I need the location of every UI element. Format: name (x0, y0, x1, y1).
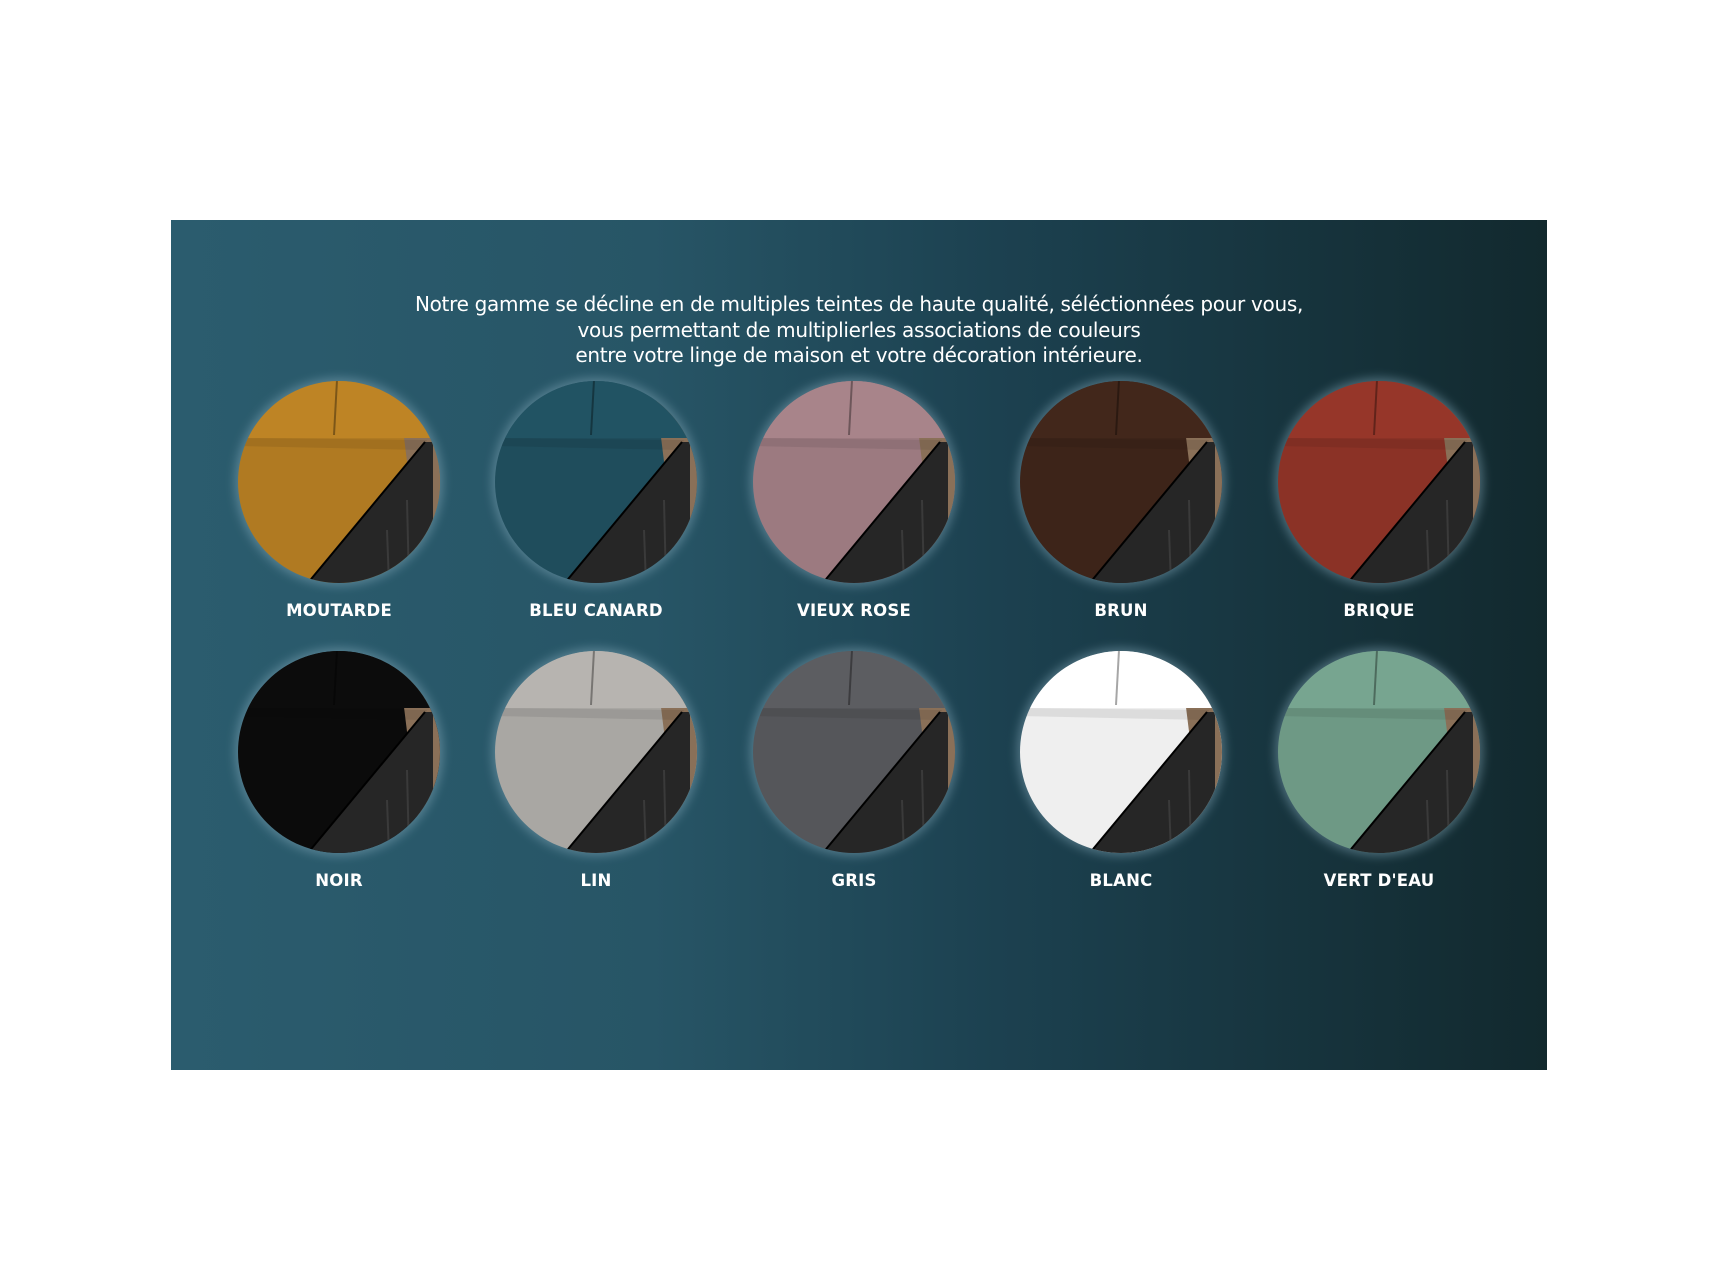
color-name: BRIQUE (1343, 601, 1415, 620)
sheet-fold-shadow (495, 708, 684, 720)
color-swatch-blanc[interactable]: BLANC (991, 648, 1251, 910)
mattress-side (1347, 442, 1473, 583)
sheet-fold-shadow (1278, 708, 1467, 720)
color-swatch-bleu-canard[interactable]: BLEU CANARD (466, 378, 726, 640)
color-swatch-brique[interactable]: BRIQUE (1249, 378, 1509, 640)
color-name: VERT D'EAU (1323, 871, 1435, 890)
sheet-fold-shadow (1278, 438, 1467, 450)
bed-sheet-image (492, 648, 700, 856)
pillow-seam (590, 651, 595, 706)
pillow-seam (1373, 381, 1378, 436)
color-name: BRUN (1094, 601, 1148, 620)
mattress-edge (821, 711, 941, 853)
mattress-edge (1088, 711, 1208, 853)
color-swatch-vieux-rose[interactable]: VIEUX ROSE (724, 378, 984, 640)
sheet-fold-shadow (238, 438, 427, 450)
color-name: NOIR (315, 871, 363, 890)
color-swatch-vert-d-eau[interactable]: VERT D'EAU (1249, 648, 1509, 910)
mattress-edge (1346, 711, 1466, 853)
mattress-side (822, 442, 948, 583)
bed-sheet-image (492, 378, 700, 586)
color-name: BLEU CANARD (529, 601, 663, 620)
mattress-edge (821, 441, 941, 583)
bed-sheet-image (1275, 648, 1483, 856)
mattress-side (307, 442, 433, 583)
intro-line: entre votre linge de maison et votre déc… (575, 343, 1143, 367)
bed-sheet-image (1017, 378, 1225, 586)
color-swatch-brun[interactable]: BRUN (991, 378, 1251, 640)
color-swatch-moutarde[interactable]: MOUTARDE (209, 378, 469, 640)
pillow-seam (590, 381, 595, 436)
mattress-edge (1346, 441, 1466, 583)
bed-sheet-image (235, 648, 443, 856)
mattress-side (307, 712, 433, 853)
intro-line: Notre gamme se décline en de multiples t… (414, 292, 1304, 316)
bed-sheet-image (750, 378, 958, 586)
mattress-side (1089, 712, 1215, 853)
pillow-seam (848, 651, 853, 706)
sheet-fold-shadow (1020, 708, 1209, 720)
bed-sheet-image (235, 378, 443, 586)
color-name: MOUTARDE (286, 601, 392, 620)
sheet-fold-shadow (238, 708, 427, 720)
intro-text: Notre gamme se décline en de multiples t… (171, 292, 1547, 369)
mattress-side (1347, 712, 1473, 853)
mattress-side (822, 712, 948, 853)
color-swatch-lin[interactable]: LIN (466, 648, 726, 910)
color-name: VIEUX ROSE (797, 601, 911, 620)
mattress-edge (306, 441, 426, 583)
color-name: BLANC (1089, 871, 1153, 890)
sheet-fold-shadow (753, 708, 942, 720)
bed-sheet-image (750, 648, 958, 856)
mattress-edge (306, 711, 426, 853)
pillow-seam (1373, 651, 1378, 706)
intro-line: vous permettant de multiplierles associa… (577, 317, 1141, 342)
sheet-fold-shadow (1020, 438, 1209, 450)
pillow-seam (1115, 381, 1120, 436)
color-swatch-noir[interactable]: NOIR (209, 648, 469, 910)
bed-sheet-image (1017, 648, 1225, 856)
sheet-fold-shadow (753, 438, 942, 450)
color-name: GRIS (831, 871, 877, 890)
pillow-seam (333, 381, 338, 436)
mattress-edge (563, 441, 683, 583)
color-swatch-gris[interactable]: GRIS (724, 648, 984, 910)
bed-sheet-image (1275, 378, 1483, 586)
mattress-edge (1088, 441, 1208, 583)
mattress-side (564, 712, 690, 853)
pillow-seam (1115, 651, 1120, 706)
mattress-side (564, 442, 690, 583)
pillow-seam (848, 381, 853, 436)
color-name: LIN (580, 871, 612, 890)
pillow-seam (333, 651, 338, 706)
sheet-fold-shadow (495, 438, 684, 450)
mattress-edge (563, 711, 683, 853)
color-range-banner: Notre gamme se décline en de multiples t… (171, 220, 1547, 1070)
mattress-side (1089, 442, 1215, 583)
